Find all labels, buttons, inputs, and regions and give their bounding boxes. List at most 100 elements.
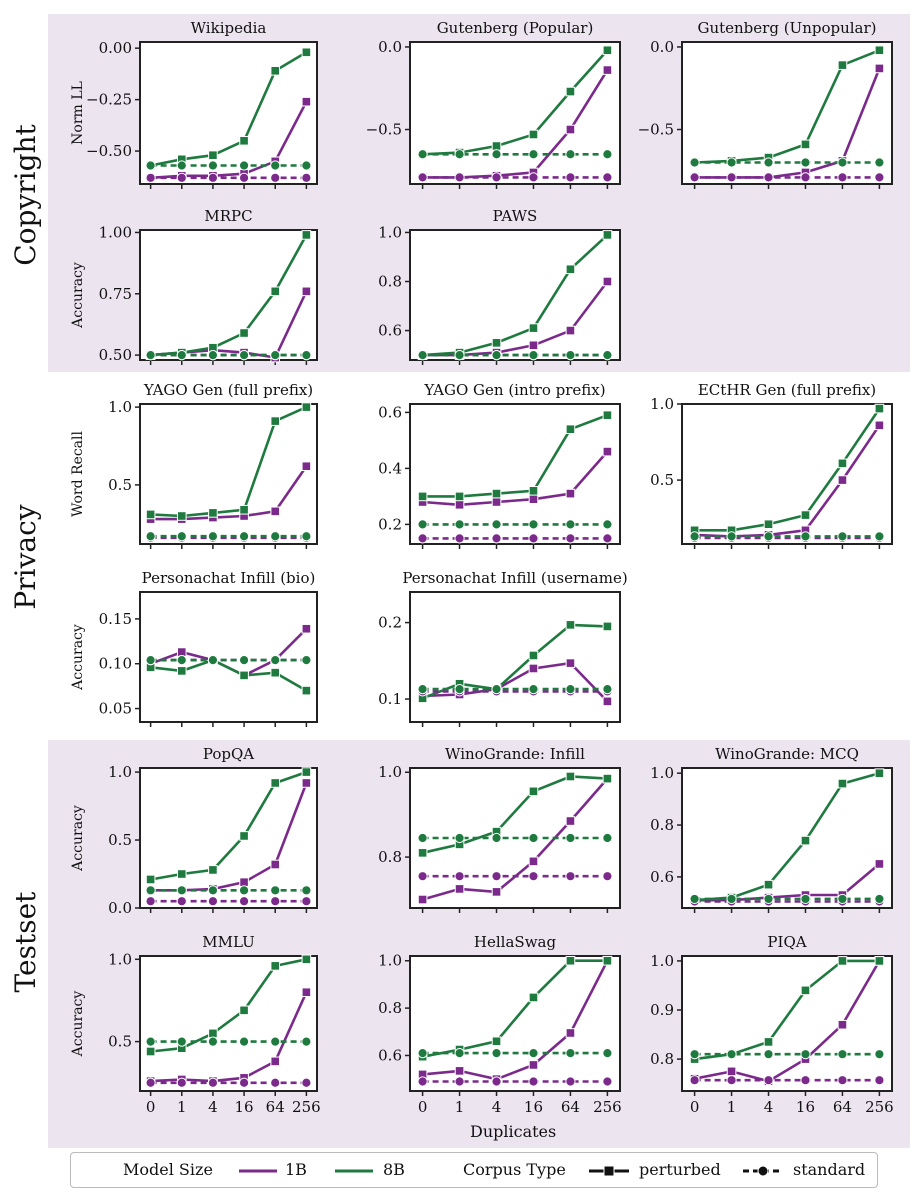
y-tick-label: 1.0	[378, 223, 402, 241]
y-tick-label: 0.2	[378, 614, 402, 632]
data-point	[491, 871, 502, 882]
data-point	[528, 172, 539, 183]
subplot-paws: PAWS 1.0 0.8 0.6	[378, 207, 621, 365]
data-point	[689, 157, 700, 168]
data-point	[270, 1036, 281, 1047]
data-point	[800, 893, 811, 905]
data-point	[301, 47, 312, 58]
data-point	[207, 655, 219, 666]
data-point	[528, 340, 539, 351]
data-point	[528, 786, 539, 797]
data-point	[208, 150, 218, 160]
data-point	[565, 325, 576, 336]
data-point	[239, 831, 249, 841]
y-tick-label: 0.0	[108, 899, 132, 917]
data-point	[837, 1075, 848, 1086]
data-point	[238, 655, 250, 666]
data-point	[528, 149, 539, 160]
x-tick-label: 16	[235, 1098, 254, 1116]
data-point	[270, 66, 281, 76]
data-point	[417, 832, 428, 844]
data-point	[565, 771, 576, 782]
y-tick-label: 0.6	[378, 322, 402, 340]
data-point	[763, 519, 774, 530]
data-point	[239, 135, 249, 146]
data-point	[417, 149, 428, 160]
data-point	[602, 230, 613, 240]
data-point	[176, 666, 187, 676]
y-tick-label: 0.10	[99, 655, 132, 673]
data-point	[301, 286, 312, 297]
data-point	[565, 488, 576, 499]
data-point	[270, 1077, 281, 1088]
data-point	[726, 172, 737, 183]
data-point	[417, 1076, 428, 1087]
y-axis-label: Accuracy	[70, 262, 86, 329]
data-point	[176, 869, 187, 879]
x-tick-label: 4	[208, 1098, 218, 1116]
y-tick-label: −0.50	[86, 142, 132, 160]
y-tick-label: 0.2	[378, 515, 402, 533]
subplot-title: Personachat Infill (username)	[402, 569, 627, 587]
plot-frame	[681, 403, 893, 545]
data-point	[565, 149, 576, 160]
data-point	[874, 63, 885, 74]
legend-perturbed-swatch	[589, 1165, 629, 1177]
data-point	[176, 531, 187, 542]
data-point	[454, 149, 465, 160]
data-point	[565, 955, 576, 966]
data-point	[837, 172, 848, 183]
data-point	[301, 461, 312, 472]
subplot-mmlu: MMLU Accuracy 1.0 0.5 0 1 4 16 64 256	[70, 933, 321, 1116]
subplot-gutenberg-popular: Gutenberg (Popular) 0.0 −0.5	[366, 19, 621, 189]
data-point	[726, 531, 737, 542]
data-point	[208, 508, 218, 518]
x-tick-label: 0	[418, 1098, 428, 1116]
y-tick-label: 1.0	[108, 950, 132, 968]
y-tick-label: 0.0	[650, 38, 674, 56]
data-point	[528, 871, 539, 882]
plot-frame	[409, 955, 621, 1092]
data-point	[837, 1019, 848, 1030]
data-point	[301, 349, 312, 361]
data-point	[602, 621, 613, 632]
plot-frame	[681, 767, 893, 909]
data-point	[207, 531, 219, 542]
subplot-title: PopQA	[203, 745, 254, 763]
data-point	[417, 1048, 428, 1059]
data-point	[602, 519, 613, 530]
data-point	[565, 349, 576, 361]
data-point	[528, 486, 539, 496]
data-point	[565, 1048, 576, 1059]
data-point	[726, 1075, 737, 1086]
series-line-8b-perturbed	[422, 233, 609, 357]
data-point	[491, 887, 502, 897]
data-point	[417, 894, 428, 905]
data-point	[145, 885, 156, 896]
data-point	[565, 424, 576, 434]
data-point	[145, 655, 156, 666]
data-point	[491, 1036, 502, 1047]
series-line-8b-perturbed	[422, 413, 608, 498]
legend-standard-label: standard	[793, 1160, 866, 1179]
data-point	[301, 230, 312, 240]
data-point	[565, 1076, 576, 1087]
data-point	[874, 956, 885, 966]
data-point	[270, 859, 281, 870]
data-point	[238, 349, 250, 361]
data-point	[837, 531, 848, 542]
data-point	[238, 172, 250, 183]
y-tick-label: 1.0	[650, 764, 674, 782]
data-point	[602, 773, 613, 784]
data-point	[301, 96, 312, 107]
data-point	[874, 893, 885, 905]
data-point	[528, 1048, 539, 1059]
y-axis-label: Accuracy	[70, 624, 86, 691]
y-tick-label: 1.0	[650, 395, 674, 413]
y-tick-label: 1.0	[108, 398, 132, 416]
series-line-1b-perturbed	[422, 661, 609, 703]
data-point	[491, 488, 502, 499]
data-point	[800, 835, 811, 846]
data-point	[238, 1077, 250, 1088]
